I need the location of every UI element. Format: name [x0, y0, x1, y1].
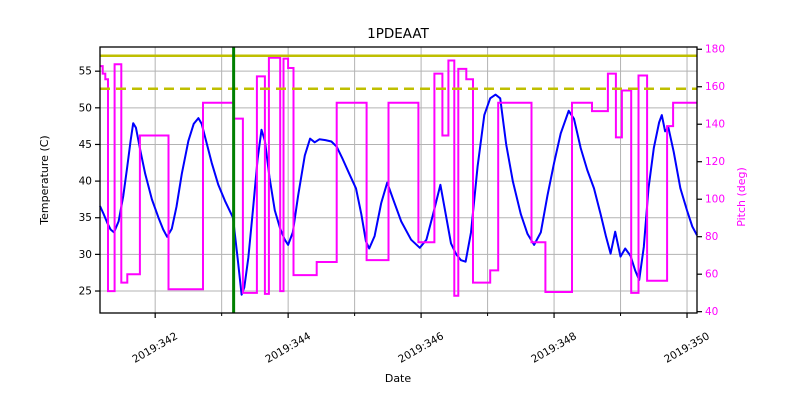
y-tick-label-left: 30 — [79, 249, 92, 261]
tick-layer: 25 30 35 40 45 50 55 40 60 80 100 120 140 160 180 2019:… — [79, 44, 725, 366]
x-tick-label: 2019:346 — [396, 330, 446, 366]
axes-layer — [99, 46, 698, 314]
y-tick-label-right: 120 — [705, 156, 725, 168]
y-tick-label-left: 55 — [79, 66, 92, 78]
y-tick-label-left: 25 — [79, 286, 92, 298]
y-axis-label-left: Temperature (C) — [38, 135, 51, 225]
y-tick-label-right: 60 — [705, 269, 718, 281]
y-axis-label-right: Pitch (deg) — [735, 167, 748, 227]
x-tick-label: 2019:348 — [529, 330, 579, 366]
y-tick-label-left: 40 — [79, 176, 92, 188]
x-tick-label: 2019:344 — [263, 330, 313, 366]
y-tick-label-right: 160 — [705, 81, 725, 93]
limit-layer — [100, 47, 697, 313]
y-tick-label-left: 50 — [79, 102, 92, 114]
y-tick-label-right: 100 — [705, 194, 725, 206]
y-tick-label-right: 140 — [705, 119, 725, 131]
y-tick-label-right: 180 — [705, 44, 725, 56]
page-title: 1PDEAAT — [367, 26, 429, 42]
x-tick-label: 2019:342 — [130, 330, 180, 366]
x-axis-label: Date — [385, 372, 412, 385]
x-tick-label: 2019:350 — [662, 330, 712, 366]
series-layer — [99, 56, 698, 297]
y-tick-label-left: 35 — [79, 212, 92, 224]
grid-layer — [100, 47, 697, 313]
y-tick-label-right: 80 — [705, 231, 718, 243]
y-tick-label-left: 45 — [79, 139, 92, 151]
pitch-line — [100, 56, 697, 297]
plot-frame — [99, 46, 698, 314]
temperature-line — [99, 93, 698, 296]
y-tick-label-right: 40 — [705, 306, 718, 318]
